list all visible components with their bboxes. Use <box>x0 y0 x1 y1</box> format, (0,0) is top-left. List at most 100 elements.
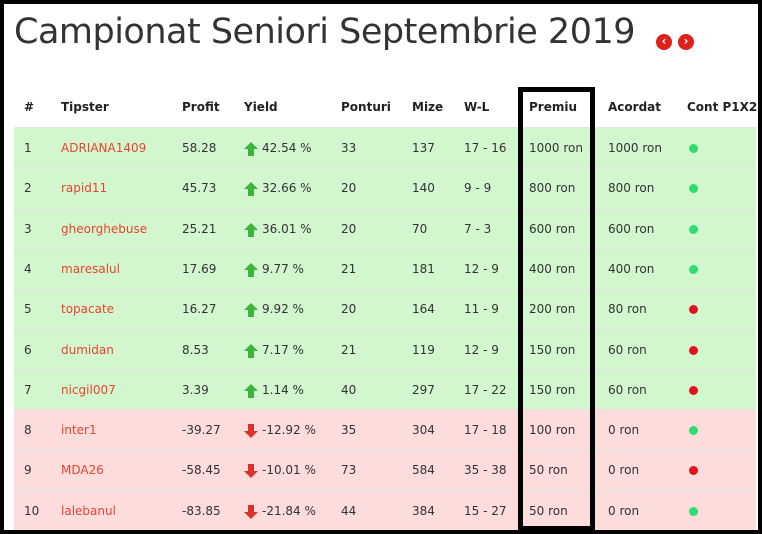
table-cell: 20 <box>341 181 357 196</box>
title: Campionat Seniori Septembrie 2019 <box>14 12 636 52</box>
column-header: Acordat <box>608 100 661 114</box>
table-cell: 45.73 <box>182 181 217 196</box>
table-cell: 33 <box>341 141 357 155</box>
table-cell: 7 - 3 <box>464 221 492 236</box>
header-row: # Tipster Profit Yield Ponturi Mize W-L Premiu A… <box>14 87 758 127</box>
table-cell: -10.01 % <box>262 463 316 478</box>
tipster-link[interactable]: dumidan <box>61 342 114 357</box>
table-cell: 0 ron <box>608 463 640 478</box>
column-header: Yield <box>244 100 278 114</box>
table-cell: 35 <box>341 423 357 438</box>
table-cell: 4 <box>24 261 32 276</box>
table-row: 7 nicgil007 3.39 1.14 % 40 297 17 - 22 150 ron 6… <box>14 368 756 410</box>
tipster-link[interactable]: MDA26 <box>61 463 104 478</box>
table-cell: 9 <box>24 463 32 478</box>
table-cell: 800 ron <box>529 181 576 196</box>
status-dot <box>689 385 698 395</box>
table-cell: 17 - 16 <box>464 141 507 155</box>
table-cell: 150 ron <box>529 382 576 397</box>
table-cell: 9.77 % <box>262 261 304 276</box>
table-cell: 1000 ron <box>529 141 583 155</box>
table-cell: -83.85 <box>182 503 221 518</box>
status-dot <box>689 144 698 153</box>
table-cell: 0 ron <box>608 423 640 438</box>
column-header: Premiu <box>529 100 578 114</box>
table-cell: 7.17 % <box>262 342 304 357</box>
arrow-up <box>244 141 258 156</box>
table-cell: 73 <box>341 463 357 478</box>
table-row: 3 gheorghebuse 25.21 36.01 % 20 70 7 - 3 600 ro… <box>14 207 756 249</box>
table-cell: 150 ron <box>529 342 576 357</box>
tipster-link[interactable]: rapid11 <box>61 181 108 196</box>
tipster-link[interactable]: topacate <box>61 302 115 317</box>
table-cell: 304 <box>412 423 435 438</box>
table-cell: 1.14 % <box>262 382 304 397</box>
table-cell: -12.92 % <box>262 423 316 438</box>
arrow-up <box>244 302 258 318</box>
status-dot <box>689 345 698 355</box>
status-dot <box>689 506 698 516</box>
table-cell: 3.39 <box>182 382 209 397</box>
table-cell: 137 <box>412 141 435 155</box>
arrow-down <box>244 504 258 519</box>
column-header: Cont P1X2 <box>687 100 758 114</box>
table-cell: 100 ron <box>529 423 576 438</box>
table-cell: 600 ron <box>529 221 576 236</box>
status-dot <box>689 466 698 476</box>
table-cell: 50 ron <box>529 503 568 518</box>
table-cell: 17 - 22 <box>464 382 507 397</box>
table-cell: 7 <box>24 382 32 397</box>
table-cell: 50 ron <box>529 463 568 478</box>
status-dot <box>689 224 698 234</box>
arrow-down <box>244 423 258 439</box>
tipster-link[interactable]: gheorghebuse <box>61 221 148 236</box>
table-cell: 400 ron <box>529 261 576 276</box>
table-cell: 600 ron <box>608 221 655 236</box>
table-cell: 3 <box>24 221 32 236</box>
table-cell: 1 <box>24 141 32 155</box>
tipster-link[interactable]: inter1 <box>61 423 97 438</box>
tipster-link[interactable]: nicgil007 <box>61 382 116 397</box>
tipster-link[interactable]: maresalul <box>61 261 120 276</box>
column-header: Tipster <box>61 100 109 114</box>
column-header: # <box>24 100 35 114</box>
table-cell: 80 ron <box>608 302 647 317</box>
column-header: Mize <box>412 100 444 114</box>
tipster-link[interactable]: ADRIANA1409 <box>61 141 147 155</box>
prev-button[interactable]: ‹ <box>656 34 672 50</box>
table-row: 9 MDA26 -58.45 -10.01 % 73 584 35 - 38 50 ron 0 … <box>14 449 756 491</box>
status-dot <box>689 426 698 436</box>
table-cell: 60 ron <box>608 342 647 357</box>
highlight-box <box>518 87 595 530</box>
column-header: Ponturi <box>341 100 391 114</box>
table-cell: 9.92 % <box>262 302 304 317</box>
table-row: 10 lalebanul -83.85 -21.84 % 44 384 15 - 27 50 … <box>14 489 756 530</box>
table-cell: 12 - 9 <box>464 261 499 276</box>
table-cell: 21 <box>341 342 357 357</box>
table-cell: 181 <box>412 261 435 276</box>
arrow-up <box>244 262 258 277</box>
table-cell: 44 <box>341 503 357 518</box>
table-row: 4 maresalul 17.69 9.77 % 21 181 12 - 9 400 ron 4… <box>14 247 756 289</box>
table-cell: 36.01 % <box>262 221 312 236</box>
column-header: Profit <box>182 100 220 114</box>
table-row: 2 rapid11 45.73 32.66 % 20 140 9 - 9 800 ron 800… <box>14 167 756 209</box>
arrow-down <box>244 463 258 479</box>
table-cell: 0 ron <box>608 503 640 518</box>
status-dot <box>689 264 698 274</box>
table-cell: 400 ron <box>608 261 655 276</box>
table-cell: 119 <box>412 342 435 357</box>
table-cell: 2 <box>24 181 32 196</box>
table-row: 6 dumidan 8.53 7.17 % 21 119 12 - 9 150 ron 60 r… <box>14 328 756 370</box>
table-cell: 12 - 9 <box>464 342 499 357</box>
table-cell: 1000 ron <box>608 141 662 155</box>
table-cell: 17 - 18 <box>464 423 507 438</box>
next-button[interactable]: › <box>678 34 694 50</box>
tipster-link[interactable]: lalebanul <box>61 503 116 518</box>
table-cell: 20 <box>341 302 357 317</box>
arrow-up <box>244 383 258 398</box>
table-row: 5 topacate 16.27 9.92 % 20 164 11 - 9 200 ron 80… <box>14 288 756 330</box>
arrow-up <box>244 343 258 358</box>
table-cell: -39.27 <box>182 423 221 438</box>
